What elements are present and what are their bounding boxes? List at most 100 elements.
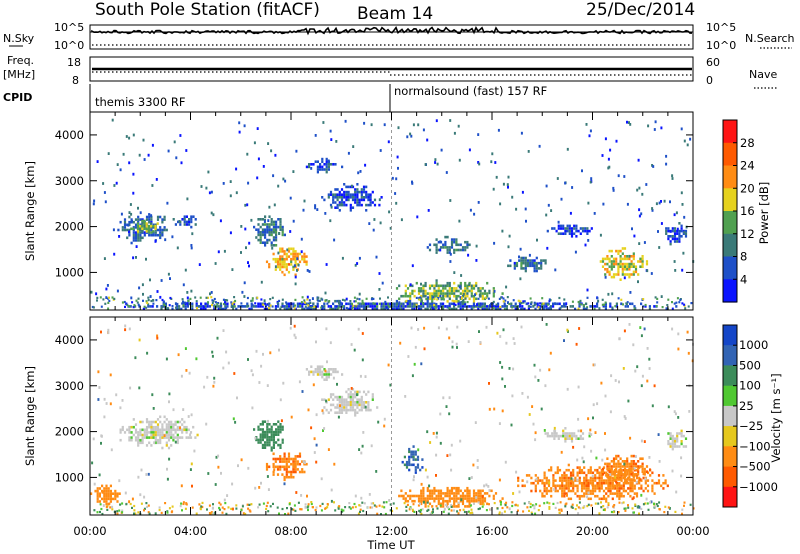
power-cell	[507, 264, 510, 268]
power-cell	[470, 289, 473, 293]
vel-cell	[574, 508, 577, 511]
vel-cell	[261, 436, 264, 439]
power-cell	[365, 185, 368, 189]
power-cell	[435, 279, 438, 282]
vel-cell	[277, 420, 280, 423]
vel-cell	[330, 499, 333, 503]
vel-cell	[141, 433, 144, 437]
power-cell	[136, 222, 139, 225]
power-cell	[435, 238, 438, 241]
vel-cell	[221, 511, 224, 514]
vel-cell	[124, 324, 127, 328]
power-cell	[557, 220, 560, 224]
vel-cell	[201, 501, 204, 504]
power-cell	[607, 157, 610, 161]
power-cell	[604, 262, 607, 266]
power-cell	[557, 227, 560, 230]
power-cell	[267, 219, 270, 222]
vel-cell	[632, 454, 635, 458]
vel-cell	[616, 492, 619, 495]
power-cell	[455, 240, 458, 244]
power-cell	[578, 302, 581, 306]
power-cell	[294, 250, 297, 253]
vel-cell	[485, 509, 488, 512]
vel-cell	[145, 428, 149, 432]
power-cell	[185, 215, 188, 218]
vel-cell	[492, 497, 495, 500]
power-cell	[248, 307, 251, 311]
power-cell	[406, 135, 409, 139]
time-axis-label: Time UT	[366, 538, 415, 552]
vel-cell	[626, 462, 629, 466]
power-cell	[681, 203, 684, 206]
vel-colorbar-tick-label: 100	[739, 379, 761, 393]
power-cell	[361, 299, 364, 302]
vel-cell	[235, 504, 238, 507]
power-cell	[274, 265, 277, 269]
vel-cell	[146, 351, 149, 355]
vel-cell	[671, 440, 674, 443]
vel-cell	[547, 489, 551, 493]
vel-cell	[640, 484, 643, 488]
vel-cell	[184, 347, 187, 350]
vel-cell	[300, 494, 303, 497]
vel-cell	[613, 485, 615, 489]
vel-cell	[156, 438, 160, 442]
power-cell	[455, 238, 458, 241]
vel-cell	[304, 461, 306, 465]
vel-cell	[637, 467, 640, 471]
vel-cell	[671, 327, 674, 331]
vel-cell	[457, 489, 460, 493]
vel-cell	[148, 512, 151, 515]
vel-cell	[533, 363, 536, 367]
vel-cell	[598, 487, 601, 490]
vel-cell	[435, 494, 438, 498]
vel-cell	[601, 473, 605, 476]
vel-cell	[660, 484, 663, 488]
vel-cell	[651, 484, 654, 488]
vel-cell	[682, 434, 685, 438]
vel-cell	[576, 478, 579, 482]
power-cell	[497, 305, 500, 308]
power-cell	[266, 307, 269, 311]
power-cell	[208, 305, 211, 308]
power-cell	[314, 305, 317, 308]
vel-cell	[163, 436, 166, 439]
vel-cell	[258, 503, 261, 506]
power-cell	[308, 165, 311, 169]
power-cell	[316, 208, 319, 211]
vel-cell	[412, 450, 415, 454]
vel-cell	[545, 487, 548, 490]
power-cell	[547, 203, 550, 207]
power-cell	[206, 305, 209, 308]
vel-cell	[158, 506, 161, 509]
vel-cell	[234, 420, 237, 424]
power-cell	[272, 174, 275, 178]
power-cell	[345, 203, 348, 207]
vel-cell	[156, 431, 160, 434]
power-cell	[283, 260, 286, 264]
power-cell	[191, 302, 194, 306]
vel-cell	[112, 492, 115, 495]
power-cell	[205, 296, 208, 299]
vel-cell	[633, 492, 636, 495]
power-cell	[654, 120, 657, 124]
vel-cell	[623, 473, 627, 476]
vel-cell	[677, 416, 680, 419]
vel-cell	[614, 475, 617, 479]
vel-cell	[367, 390, 370, 394]
vel-cell	[557, 437, 560, 440]
vel-cell	[680, 434, 683, 438]
vel-cell	[145, 436, 149, 439]
power-cell	[579, 299, 582, 302]
vel-cell	[272, 438, 275, 442]
vel-cell	[444, 492, 447, 495]
vel-cell	[453, 502, 456, 506]
vel-cell	[617, 454, 620, 458]
vel-cell	[463, 510, 466, 514]
power-cell	[575, 229, 578, 233]
power-cell	[603, 303, 605, 306]
power-cell	[445, 171, 448, 174]
vel-cell	[561, 479, 564, 482]
vel-cell	[281, 428, 284, 431]
